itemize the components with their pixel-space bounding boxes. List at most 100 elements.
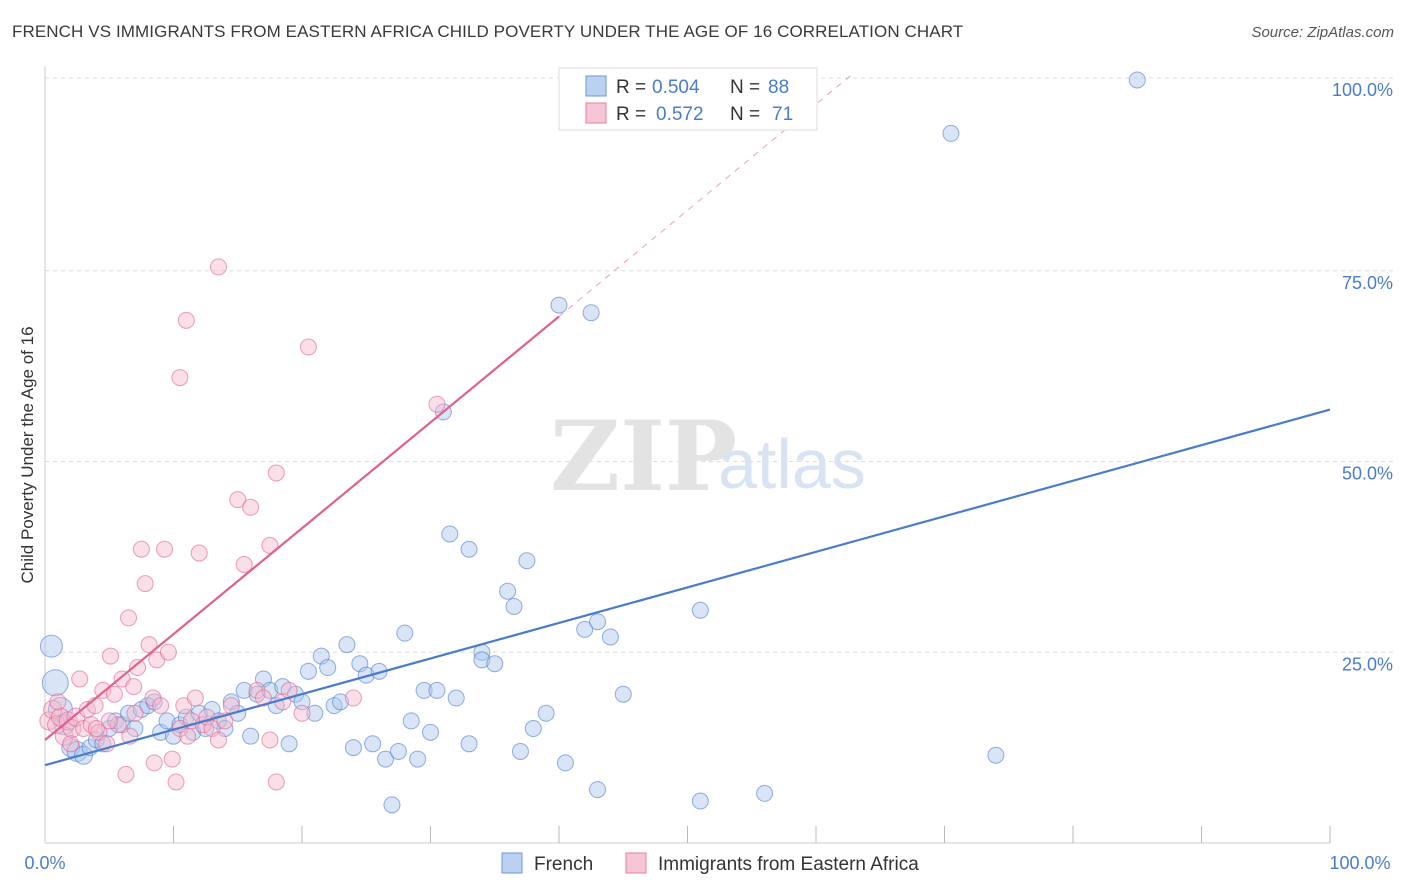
- eastern-africa-point: [177, 311, 195, 329]
- bottom-legend-swatch-french: [501, 852, 523, 874]
- french-point: [582, 304, 600, 322]
- eastern-africa-point: [152, 697, 170, 715]
- y-tick-label: 25.0%: [1342, 654, 1393, 674]
- french-point: [511, 742, 529, 760]
- eastern-africa-point: [132, 540, 150, 558]
- y-tick-label: 75.0%: [1342, 273, 1393, 293]
- eastern-africa-point: [159, 643, 177, 661]
- eastern-africa-point: [126, 704, 144, 722]
- eastern-africa-point: [209, 258, 227, 276]
- x-tick-label-min: 0.0%: [24, 853, 65, 873]
- eastern-africa-point: [190, 544, 208, 562]
- french-point: [415, 681, 433, 699]
- french-point: [556, 754, 574, 772]
- french-point: [364, 735, 382, 753]
- eastern-africa-point: [156, 540, 174, 558]
- legend-r-label-french: R =: [616, 77, 646, 98]
- legend-n-value-french: 88: [768, 77, 789, 98]
- eastern-africa-point: [145, 754, 163, 772]
- watermark-atlas: atlas: [718, 425, 866, 503]
- french-point: [576, 620, 594, 638]
- eastern-africa-point: [167, 773, 185, 791]
- bottom-legend-label-french: French: [534, 854, 593, 875]
- eastern-africa-point: [267, 773, 285, 791]
- eastern-africa-point: [299, 338, 317, 356]
- chart-title: FRENCH VS IMMIGRANTS FROM EASTERN AFRICA…: [12, 22, 964, 41]
- eastern-africa-point: [129, 659, 147, 677]
- axis-layer: 25.0% 50.0% 75.0% 100.0% 0.0% 100.0%: [24, 66, 1393, 873]
- french-point: [473, 651, 491, 669]
- french-point: [942, 124, 960, 142]
- eastern-africa-point: [254, 689, 272, 707]
- eastern-africa-point: [163, 750, 181, 768]
- legend-bottom: French Immigrants from Eastern Africa: [501, 852, 919, 875]
- french-point: [389, 742, 407, 760]
- french-point: [280, 735, 298, 753]
- french-point: [402, 712, 420, 730]
- french-point: [601, 628, 619, 646]
- french-point: [460, 735, 478, 753]
- eastern-africa-point: [235, 556, 253, 574]
- french-point: [428, 681, 446, 699]
- french-point: [235, 681, 253, 699]
- eastern-africa-point: [87, 720, 105, 738]
- eastern-africa-point: [125, 678, 143, 696]
- legend-n-value-eastern-africa: 71: [772, 104, 793, 125]
- eastern-africa-point: [171, 369, 189, 387]
- french-point: [344, 739, 362, 757]
- eastern-africa-point: [43, 699, 63, 719]
- french-point: [460, 540, 478, 558]
- french-point: [524, 720, 542, 738]
- french-point: [41, 669, 69, 697]
- watermark-zip: ZIP: [550, 400, 737, 513]
- legend-swatch-french: [585, 75, 607, 97]
- x-tick-label-max: 100.0%: [1329, 853, 1390, 873]
- french-point: [691, 601, 709, 619]
- eastern-africa-point: [102, 647, 120, 665]
- legend-r-value-eastern-africa: 0.572: [656, 104, 704, 125]
- french-point: [1128, 71, 1146, 89]
- y-tick-label: 100.0%: [1332, 80, 1393, 100]
- french-point: [242, 727, 260, 745]
- eastern-africa-point: [136, 575, 154, 593]
- eastern-africa-point: [242, 498, 260, 516]
- eastern-africa-point: [293, 704, 311, 722]
- bottom-legend-swatch-eastern-africa: [625, 852, 647, 874]
- eastern-africa-point: [179, 727, 197, 745]
- eastern-africa-point: [117, 765, 135, 783]
- eastern-africa-point: [105, 685, 123, 703]
- eastern-africa-point: [120, 609, 138, 627]
- french-point: [756, 784, 774, 802]
- eastern-africa-point: [261, 731, 279, 749]
- french-point: [499, 582, 517, 600]
- french-point: [589, 613, 607, 631]
- french-point: [505, 597, 523, 615]
- eastern-africa-trend-extension: [558, 71, 855, 317]
- legend-swatch-eastern-africa: [585, 102, 607, 124]
- eastern-africa-point: [229, 491, 247, 509]
- eastern-africa-point: [267, 464, 285, 482]
- french-point: [306, 704, 324, 722]
- y-tick-label: 50.0%: [1342, 464, 1393, 484]
- french-point: [441, 525, 459, 543]
- french-point: [377, 750, 395, 768]
- watermark: ZIP atlas: [550, 400, 866, 513]
- legend-n-label-french: N =: [730, 77, 760, 98]
- source-credit: Source: ZipAtlas.com: [1251, 24, 1394, 41]
- eastern-africa-point: [186, 689, 204, 707]
- french-point: [158, 712, 176, 730]
- eastern-africa-point: [140, 636, 158, 654]
- french-point: [589, 781, 607, 799]
- french-point: [319, 659, 337, 677]
- french-point: [39, 634, 63, 658]
- eastern-africa-point: [109, 716, 127, 734]
- french-point: [383, 796, 401, 814]
- eastern-africa-point: [344, 689, 362, 707]
- french-point: [409, 750, 427, 768]
- french-trend-line: [44, 408, 1331, 767]
- eastern-africa-point: [100, 712, 118, 730]
- french-point: [691, 792, 709, 810]
- french-point: [987, 746, 1005, 764]
- eastern-africa-point: [49, 693, 67, 711]
- french-point: [614, 685, 632, 703]
